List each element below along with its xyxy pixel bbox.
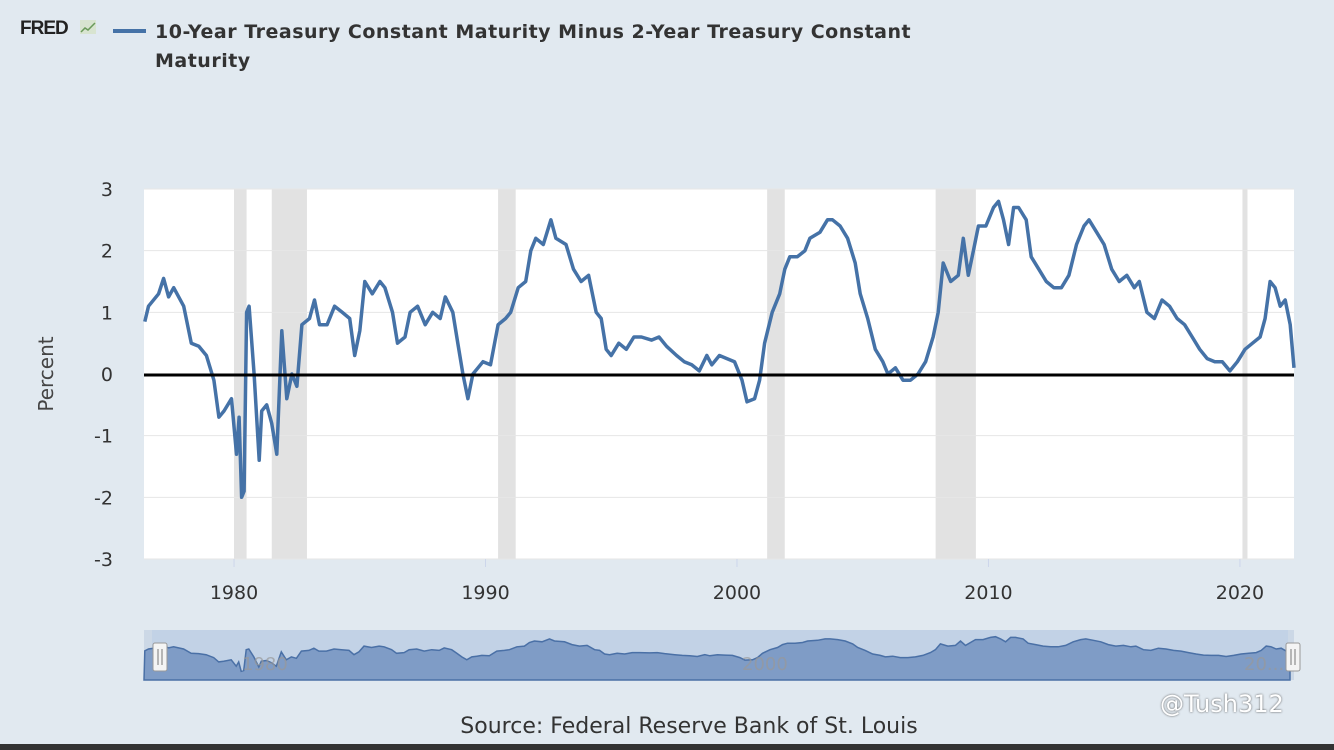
fred-logo-chart-icon <box>80 20 96 34</box>
y-tick-label: -3 <box>94 549 113 571</box>
navigator-right-handle[interactable] <box>1285 642 1301 672</box>
y-tick-label: 3 <box>101 179 113 201</box>
y-tick-label: -2 <box>94 487 113 509</box>
bottom-bar <box>0 744 1334 750</box>
y-axis-label: Percent <box>34 336 58 411</box>
y-tick-label: 2 <box>101 241 113 263</box>
navigator[interactable]: 1980 2000 20... <box>143 630 1301 681</box>
navigator-label-2000: 2000 <box>742 654 788 675</box>
y-tick-label: 1 <box>101 302 113 324</box>
navigator-label-2020: 20... <box>1244 654 1284 675</box>
legend-swatch <box>113 29 146 33</box>
x-tick-label: 1980 <box>210 582 258 604</box>
fred-logo[interactable]: FRED <box>20 18 69 39</box>
x-tick-label: 2010 <box>964 582 1012 604</box>
navigator-series-area <box>143 635 1291 681</box>
x-tick-label: 2020 <box>1216 582 1264 604</box>
watermark: @Tush312 <box>1160 690 1284 718</box>
y-tick-label: 0 <box>101 364 113 386</box>
navigator-label-1980: 1980 <box>242 654 288 675</box>
legend-label[interactable]: 10-Year Treasury Constant Maturity Minus… <box>155 21 912 72</box>
x-tick-label: 2000 <box>713 582 761 604</box>
navigator-left-handle[interactable] <box>152 642 168 672</box>
x-tick-label: 1990 <box>461 582 509 604</box>
series-line[interactable] <box>143 199 1296 500</box>
y-tick-label: -1 <box>94 426 113 448</box>
source-credit: Source: Federal Reserve Bank of St. Loui… <box>460 714 918 739</box>
